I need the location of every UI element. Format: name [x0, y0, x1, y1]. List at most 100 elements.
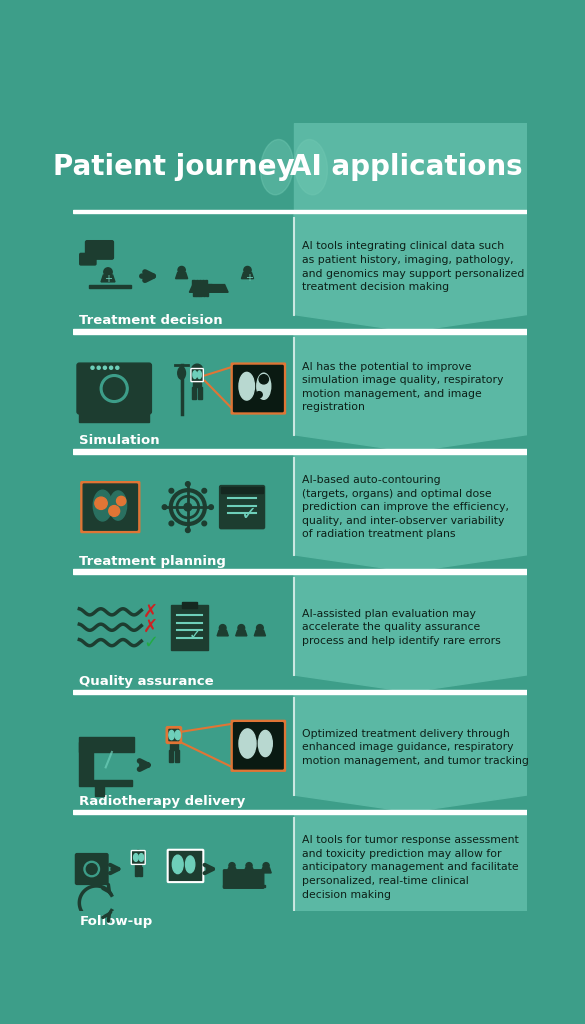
Ellipse shape — [109, 490, 126, 520]
Circle shape — [178, 266, 185, 273]
Bar — [73, 210, 526, 213]
Polygon shape — [261, 868, 271, 872]
Circle shape — [87, 863, 97, 874]
Polygon shape — [294, 695, 526, 812]
Bar — [80, 779, 132, 785]
Bar — [221, 487, 263, 494]
Text: ✓: ✓ — [189, 628, 202, 642]
Bar — [193, 292, 195, 296]
Text: ✗: ✗ — [143, 603, 158, 621]
Bar — [171, 605, 208, 649]
Circle shape — [184, 503, 192, 511]
Text: +: + — [245, 272, 253, 283]
Bar — [192, 280, 195, 285]
Ellipse shape — [259, 730, 272, 757]
Polygon shape — [294, 455, 526, 571]
Bar — [202, 280, 204, 285]
Ellipse shape — [93, 490, 112, 521]
Text: ✓: ✓ — [143, 634, 158, 651]
Ellipse shape — [175, 730, 180, 739]
Bar — [80, 742, 93, 780]
Circle shape — [168, 728, 179, 738]
Circle shape — [134, 850, 142, 858]
Bar — [198, 387, 202, 399]
Text: AI applications: AI applications — [290, 154, 522, 181]
Polygon shape — [73, 455, 294, 571]
FancyBboxPatch shape — [231, 721, 285, 771]
Text: Simulation: Simulation — [80, 434, 160, 447]
Polygon shape — [227, 868, 237, 872]
FancyBboxPatch shape — [77, 364, 152, 414]
Text: Quality assurance: Quality assurance — [80, 675, 214, 688]
Ellipse shape — [185, 856, 195, 872]
Circle shape — [185, 481, 190, 486]
FancyBboxPatch shape — [80, 253, 96, 265]
Circle shape — [202, 488, 207, 494]
Polygon shape — [254, 631, 266, 636]
Bar — [73, 123, 294, 211]
Ellipse shape — [198, 371, 201, 379]
Polygon shape — [294, 574, 526, 692]
Polygon shape — [73, 574, 294, 692]
Polygon shape — [73, 214, 294, 332]
Circle shape — [229, 862, 235, 868]
FancyBboxPatch shape — [223, 869, 264, 888]
Circle shape — [100, 375, 128, 402]
Bar — [73, 689, 526, 694]
FancyBboxPatch shape — [83, 484, 137, 530]
Polygon shape — [190, 285, 212, 292]
Text: Radiotherapy delivery: Radiotherapy delivery — [80, 795, 246, 808]
Circle shape — [169, 488, 174, 494]
Polygon shape — [217, 631, 228, 636]
Bar — [88, 285, 131, 289]
Polygon shape — [73, 335, 294, 452]
Bar — [202, 292, 205, 296]
Circle shape — [84, 861, 99, 877]
Circle shape — [219, 625, 226, 631]
Text: AI has the potential to improve
simulation image quality, respiratory
motion man: AI has the potential to improve simulati… — [302, 361, 503, 413]
Circle shape — [209, 505, 214, 509]
Bar — [135, 857, 142, 866]
Bar — [170, 737, 178, 750]
Bar — [294, 123, 526, 211]
Circle shape — [95, 497, 107, 509]
Text: AI tools integrating clinical data such
as patient history, imaging, pathology,
: AI tools integrating clinical data such … — [302, 242, 524, 292]
Ellipse shape — [178, 367, 185, 379]
Ellipse shape — [239, 729, 256, 758]
Polygon shape — [242, 272, 253, 279]
FancyBboxPatch shape — [75, 854, 108, 885]
FancyBboxPatch shape — [85, 241, 113, 259]
Ellipse shape — [193, 371, 197, 379]
Bar — [73, 569, 526, 574]
Bar — [193, 374, 201, 387]
Circle shape — [202, 521, 207, 525]
Circle shape — [246, 862, 252, 868]
Bar — [73, 330, 526, 334]
Circle shape — [238, 625, 245, 631]
Ellipse shape — [133, 854, 138, 861]
Bar — [135, 866, 137, 876]
Bar — [192, 387, 197, 399]
FancyBboxPatch shape — [191, 369, 204, 382]
Ellipse shape — [173, 855, 183, 873]
Ellipse shape — [169, 730, 174, 739]
Ellipse shape — [239, 373, 254, 400]
Text: ✗: ✗ — [143, 618, 158, 636]
Bar — [197, 292, 199, 296]
Polygon shape — [294, 335, 526, 452]
FancyBboxPatch shape — [131, 851, 145, 864]
Ellipse shape — [139, 854, 144, 861]
Ellipse shape — [295, 139, 328, 195]
FancyBboxPatch shape — [219, 485, 264, 528]
Circle shape — [116, 367, 119, 370]
Circle shape — [104, 367, 106, 370]
Bar — [80, 736, 133, 752]
Text: Follow-up: Follow-up — [80, 914, 153, 928]
Text: Treatment decision: Treatment decision — [80, 314, 223, 328]
Circle shape — [257, 625, 263, 631]
Ellipse shape — [257, 373, 271, 399]
Polygon shape — [101, 275, 115, 282]
Circle shape — [263, 862, 269, 868]
Circle shape — [162, 505, 167, 509]
Bar — [199, 292, 202, 296]
